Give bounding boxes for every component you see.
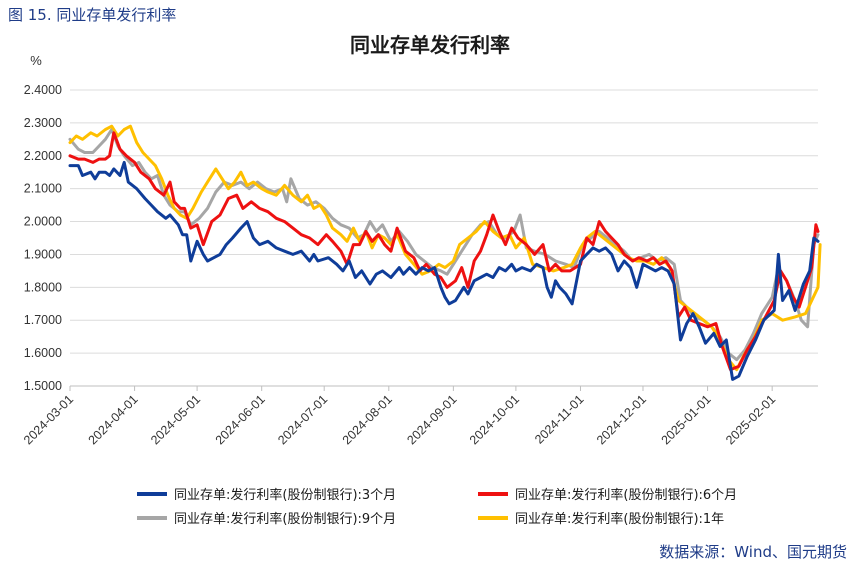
y-tick-label: 2.4000: [24, 83, 62, 97]
legend-label: 同业存单:发行利率(股份制银行):6个月: [515, 487, 737, 503]
y-tick-label: 1.7000: [24, 313, 62, 327]
y-tick-label: 1.6000: [24, 346, 62, 360]
legend-label: 同业存单:发行利率(股份制银行):9个月: [174, 511, 396, 527]
y-tick-label: 2.3000: [24, 116, 62, 130]
x-tick-label: 2024-06-01: [213, 392, 268, 447]
series-line-s3m: [68, 160, 820, 381]
legend-item-s1y: 同业存单:发行利率(股份制银行):1年: [478, 511, 724, 527]
y-tick-label: 2.1000: [24, 182, 62, 196]
y-tick-label: 1.8000: [24, 280, 62, 294]
y-tick-label: 1.5000: [24, 379, 62, 393]
y-tick-label: 1.9000: [24, 247, 62, 261]
chart-legend: 同业存单:发行利率(股份制银行):3个月 同业存单:发行利率(股份制银行):6个月…: [137, 487, 737, 527]
y-axis-unit: %: [30, 53, 42, 68]
x-tick-label: 2024-03-01: [21, 392, 76, 447]
legend-item-s9m: 同业存单:发行利率(股份制银行):9个月: [137, 511, 396, 527]
x-tick-label: 2024-05-01: [148, 392, 203, 447]
x-tick-label: 2025-02-01: [723, 392, 778, 447]
x-tick-label: 2025-01-01: [659, 392, 714, 447]
x-tick-label: 2024-07-01: [275, 392, 330, 447]
legend-item-s6m: 同业存单:发行利率(股份制银行):6个月: [478, 487, 737, 503]
figure-caption: 图 15. 同业存单发行利率: [8, 6, 177, 24]
legend-item-s3m: 同业存单:发行利率(股份制银行):3个月: [137, 487, 396, 503]
series-line-s6m: [68, 131, 820, 372]
x-tick-label: 2024-11-01: [532, 392, 586, 446]
x-tick-label: 2024-09-01: [404, 392, 459, 447]
x-tick-label: 2024-04-01: [86, 392, 141, 447]
x-axis-ticks: 2024-03-01 2024-04-01 2024-05-01 2024-06-01…: [21, 386, 778, 447]
x-tick-label: 2024-08-01: [340, 392, 395, 447]
legend-label: 同业存单:发行利率(股份制银行):3个月: [174, 487, 396, 503]
y-axis-ticks: 1.5000 1.6000 1.7000 1.8000 1.9000 2.0000 2.10…: [24, 83, 62, 393]
x-tick-label: 2024-12-01: [594, 392, 649, 447]
series-line-s1y: [68, 124, 822, 372]
legend-label: 同业存单:发行利率(股份制银行):1年: [515, 511, 724, 527]
y-tick-label: 2.0000: [24, 215, 62, 229]
y-tick-label: 2.2000: [24, 149, 62, 163]
data-source-note: 数据来源：Wind、国元期货: [659, 543, 847, 561]
x-tick-label: 2024-10-01: [467, 392, 522, 447]
chart-title: 同业存单发行利率: [350, 33, 510, 57]
series-lines: [68, 124, 822, 381]
